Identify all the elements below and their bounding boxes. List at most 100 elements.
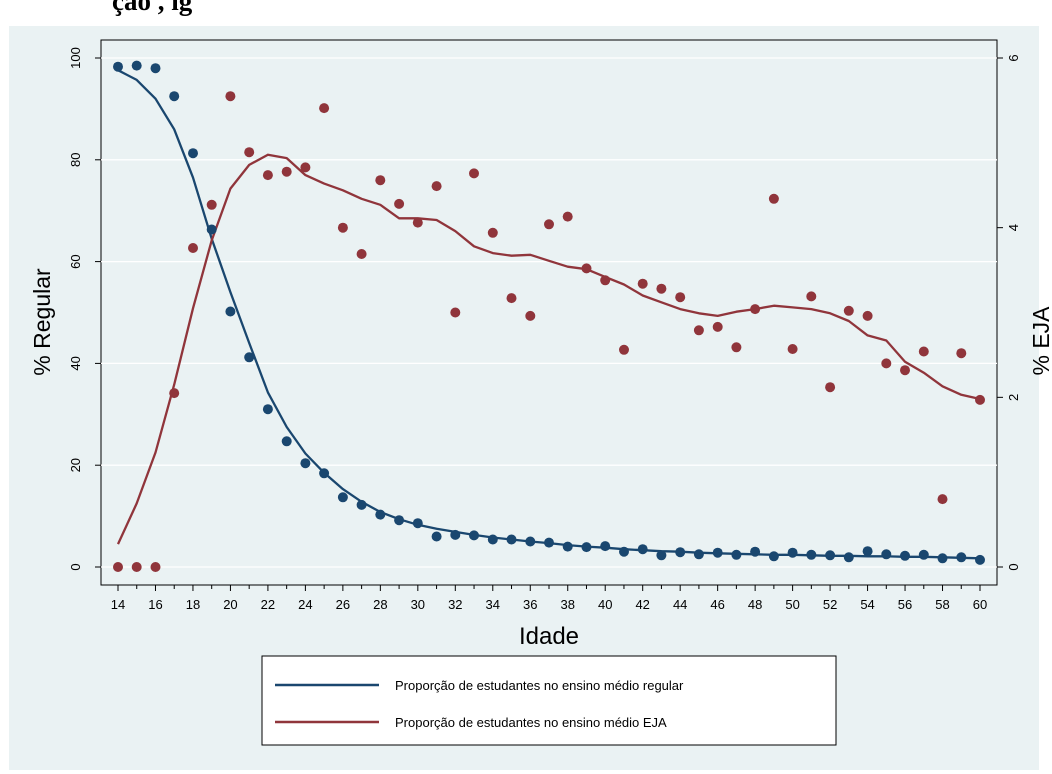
point-eja — [787, 344, 798, 354]
y-left-tick-label: 40 — [68, 356, 83, 370]
x-tick-label: 52 — [823, 597, 837, 612]
fit-line-eja — [116, 153, 981, 545]
point-eja — [937, 494, 948, 505]
point-regular — [506, 534, 517, 545]
x-tick-label: 36 — [523, 597, 537, 612]
point-regular — [337, 492, 348, 503]
x-tick-label: 34 — [486, 597, 500, 612]
y-right-tick-label: 2 — [1006, 394, 1021, 401]
y-axis-right-label: % EJA — [1028, 306, 1052, 376]
point-regular — [731, 549, 742, 560]
cropped-header-text: ção , ig — [112, 0, 193, 16]
point-regular — [281, 436, 292, 447]
point-regular — [581, 542, 592, 553]
point-regular — [806, 549, 817, 560]
point-eja — [394, 198, 405, 209]
point-eja — [544, 219, 554, 230]
point-eja — [768, 193, 779, 204]
point-regular — [150, 63, 161, 74]
point-eja — [506, 293, 517, 304]
x-tick-label: 32 — [448, 597, 462, 612]
y-right-tick-label: 6 — [1006, 54, 1021, 61]
x-tick-label: 50 — [785, 597, 799, 612]
point-eja — [750, 304, 761, 315]
point-eja — [600, 275, 611, 286]
point-regular — [225, 306, 236, 317]
point-eja — [975, 394, 985, 405]
x-tick-label: 24 — [298, 597, 312, 612]
x-tick-label: 30 — [411, 597, 425, 612]
point-regular — [394, 515, 405, 526]
x-tick-label: 16 — [148, 597, 162, 612]
y-axis-left-label: % Regular — [29, 268, 55, 376]
point-eja — [225, 91, 236, 102]
point-regular — [262, 404, 273, 415]
point-regular — [244, 352, 255, 363]
plot-area — [100, 39, 998, 586]
point-regular — [169, 91, 180, 102]
point-regular — [113, 61, 123, 72]
point-regular — [825, 550, 836, 561]
point-regular — [300, 458, 311, 469]
legend-label-eja: Proporção de estudantes no ensino médio … — [395, 715, 667, 730]
point-eja — [431, 181, 442, 192]
point-regular — [637, 544, 648, 555]
point-regular — [750, 546, 761, 557]
point-eja — [319, 103, 330, 114]
point-eja — [150, 562, 161, 572]
point-eja — [562, 211, 573, 222]
point-eja — [881, 358, 892, 369]
point-eja — [337, 222, 348, 233]
point-eja — [675, 292, 686, 303]
x-tick-label: 56 — [898, 597, 912, 612]
legend-label-regular: Proporção de estudantes no ensino médio … — [395, 678, 684, 693]
point-eja — [656, 283, 667, 294]
point-eja — [131, 562, 142, 572]
point-eja — [487, 227, 498, 238]
point-eja — [262, 170, 273, 181]
x-tick-label: 14 — [111, 597, 125, 612]
point-eja — [731, 342, 742, 353]
y-right-tick-label: 4 — [1006, 224, 1021, 231]
point-regular — [956, 552, 967, 563]
point-regular — [431, 531, 442, 542]
point-regular — [375, 509, 386, 520]
x-tick-label: 40 — [598, 597, 612, 612]
y-left-tick-label: 80 — [68, 153, 83, 167]
x-tick-label: 20 — [223, 597, 237, 612]
point-eja — [637, 278, 648, 289]
point-eja — [244, 147, 255, 158]
x-tick-label: 60 — [973, 597, 987, 612]
point-regular — [319, 468, 330, 479]
point-regular — [619, 546, 629, 557]
point-eja — [581, 263, 592, 274]
point-regular — [206, 224, 217, 235]
point-regular — [918, 549, 929, 560]
x-tick-label: 22 — [261, 597, 275, 612]
point-regular — [544, 537, 554, 548]
point-regular — [450, 529, 461, 540]
x-tick-label: 58 — [935, 597, 949, 612]
point-eja — [206, 199, 217, 210]
x-axis-label: Idade — [519, 623, 579, 650]
x-tick-label: 46 — [710, 597, 724, 612]
point-eja — [412, 217, 423, 228]
x-tick-label: 28 — [373, 597, 387, 612]
x-tick-label: 44 — [673, 597, 687, 612]
point-regular — [600, 541, 611, 552]
point-eja — [956, 348, 967, 359]
point-regular — [862, 546, 873, 557]
point-eja — [619, 344, 629, 355]
point-regular — [487, 534, 498, 545]
point-eja — [113, 562, 123, 572]
point-regular — [356, 499, 367, 510]
point-eja — [900, 365, 910, 376]
point-eja — [918, 346, 929, 357]
point-eja — [693, 325, 704, 336]
point-regular — [712, 547, 723, 558]
x-tick-label: 18 — [186, 597, 200, 612]
point-regular — [843, 552, 854, 563]
x-tick-label: 54 — [860, 597, 874, 612]
